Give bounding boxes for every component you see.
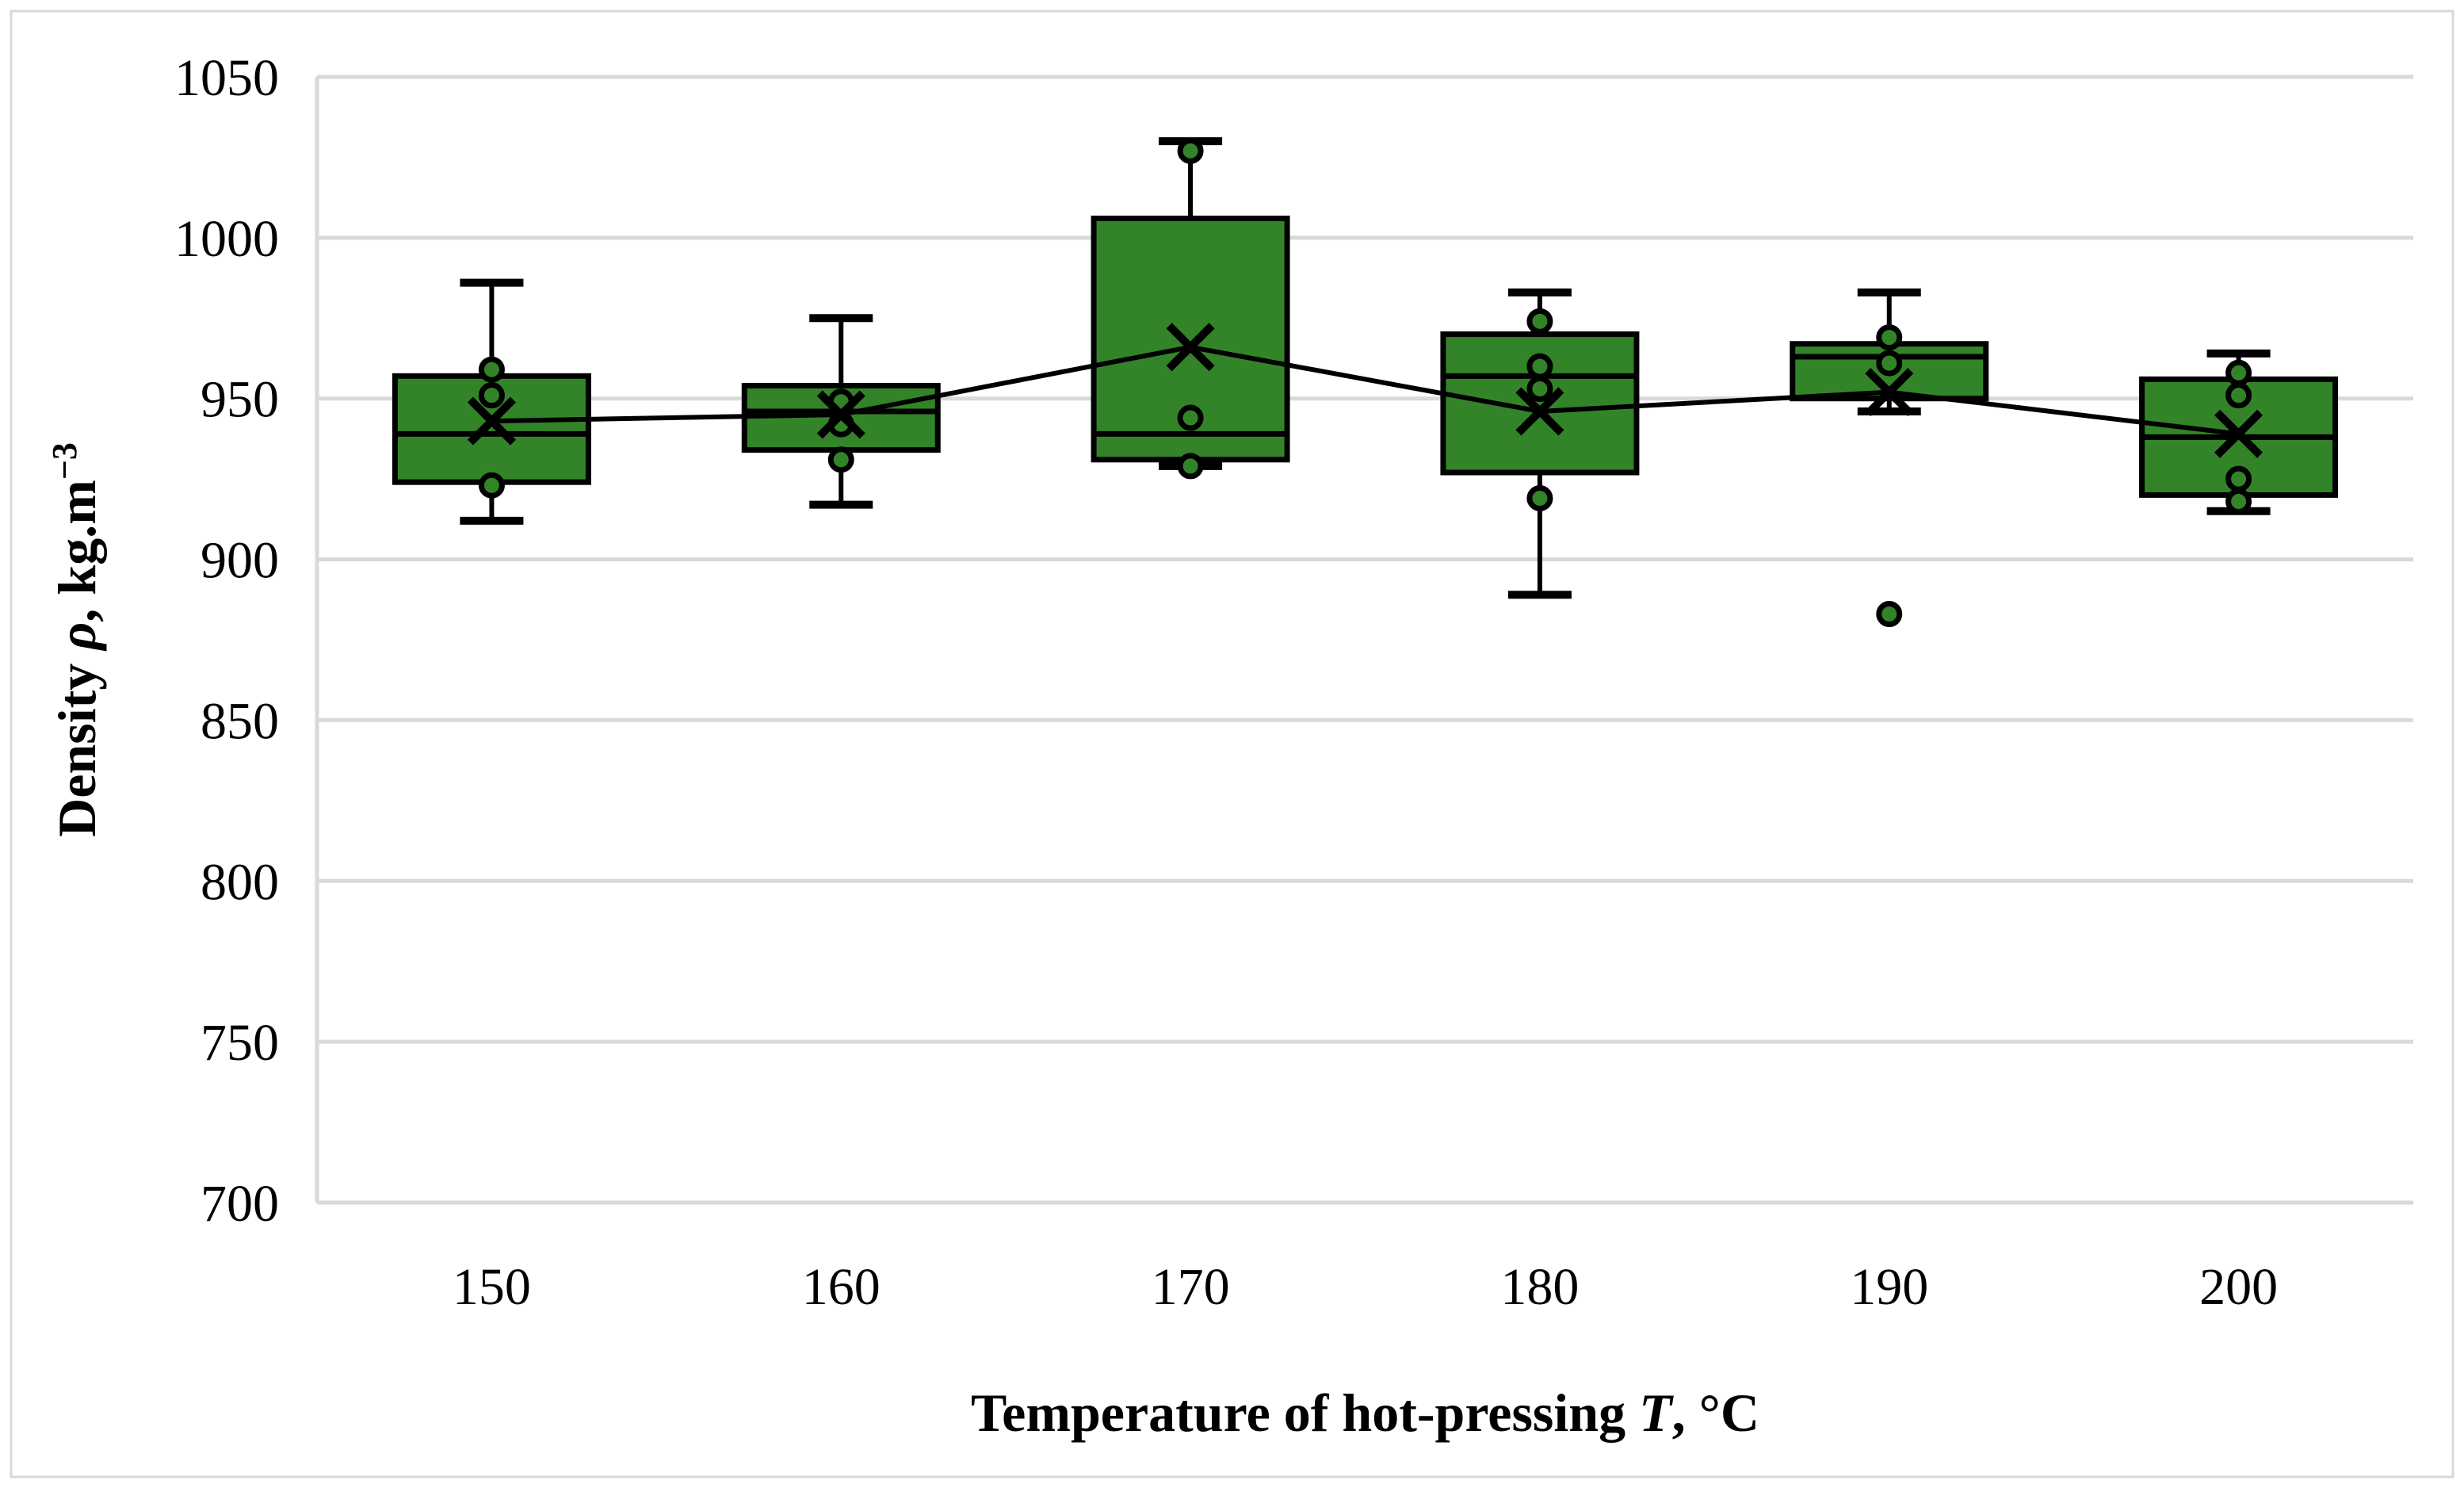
data-point-dot — [1526, 484, 1553, 511]
mean-x-stroke — [1515, 387, 1564, 436]
y-tick-labels-group: 700 750 800 850 900 950 1000 1050 — [174, 49, 279, 1233]
y-tick-label: 850 — [201, 692, 279, 750]
data-point-dot — [827, 446, 854, 473]
x-axis-title-segment: , °C — [1672, 1383, 1759, 1443]
data-point-dot — [1876, 601, 1903, 628]
y-axis-title-segment: Density — [47, 650, 107, 837]
mean-x-marker — [1865, 368, 1914, 417]
data-point-dot — [1526, 376, 1553, 403]
x-axis-title-segment: T — [1639, 1383, 1674, 1443]
x-tick-label: 150 — [453, 1258, 531, 1316]
mean-x-marker — [467, 396, 516, 446]
mean-series-line — [491, 344, 2239, 437]
data-point-dot — [478, 382, 505, 409]
y-tick-label: 1000 — [174, 210, 279, 268]
x-tick-label: 200 — [2199, 1258, 2278, 1316]
mean-x-stroke — [467, 396, 516, 446]
data-point-dot — [478, 356, 505, 383]
mean-x-marker — [2214, 409, 2263, 458]
mean-x-marker — [1515, 387, 1564, 436]
y-tick-label: 1050 — [174, 49, 279, 107]
box-group-150 — [392, 278, 591, 525]
figure-border — [10, 10, 2454, 1478]
mean-x-stroke — [1865, 368, 1914, 417]
data-point-dot — [1177, 137, 1204, 164]
data-point-dot — [478, 472, 505, 499]
gridlines-group — [317, 75, 2413, 1205]
y-tick-label: 800 — [201, 853, 279, 911]
y-axis-title: Density ρ, kg.m−3 — [45, 442, 107, 837]
data-point-dot — [1526, 353, 1553, 380]
y-tick-label: 950 — [201, 371, 279, 429]
data-point-dot — [1876, 350, 1903, 377]
x-tick-labels-group: 150 160 170 180 190 200 — [453, 1258, 2278, 1316]
data-point-dot — [2225, 382, 2252, 409]
mean-x-stroke — [816, 390, 865, 439]
x-tick-label: 190 — [1850, 1258, 1928, 1316]
x-tick-label: 160 — [802, 1258, 881, 1316]
data-point-dot — [1876, 324, 1903, 351]
box-group-170 — [1091, 137, 1290, 480]
x-axis-title-segment: Temperature of hot-pressing — [971, 1383, 1639, 1443]
mean-markers-group — [467, 323, 2263, 458]
data-point-dot — [1526, 308, 1553, 335]
x-tick-label: 180 — [1500, 1258, 1579, 1316]
y-axis-title-segment: ρ — [47, 622, 107, 652]
y-axis-title-segment: , kg.m — [47, 480, 107, 622]
mean-x-stroke — [2214, 409, 2263, 458]
y-tick-label: 750 — [201, 1014, 279, 1072]
y-tick-label: 900 — [201, 532, 279, 590]
data-point-dot — [2225, 488, 2252, 515]
mean-x-marker — [816, 390, 865, 439]
data-point-dot — [1177, 453, 1204, 480]
box-group-180 — [1440, 288, 1640, 599]
y-axis-title-segment: −3 — [45, 442, 84, 480]
data-point-dot — [1177, 404, 1204, 431]
mean-x-stroke — [1166, 323, 1215, 372]
y-tick-label: 700 — [201, 1175, 279, 1233]
x-tick-label: 170 — [1152, 1258, 1230, 1316]
x-axis-title: Temperature of hot-pressing T, °C — [971, 1383, 1759, 1443]
data-point-dot — [2225, 359, 2252, 386]
data-point-dot — [2225, 465, 2252, 492]
mean-x-marker — [1166, 323, 1215, 372]
